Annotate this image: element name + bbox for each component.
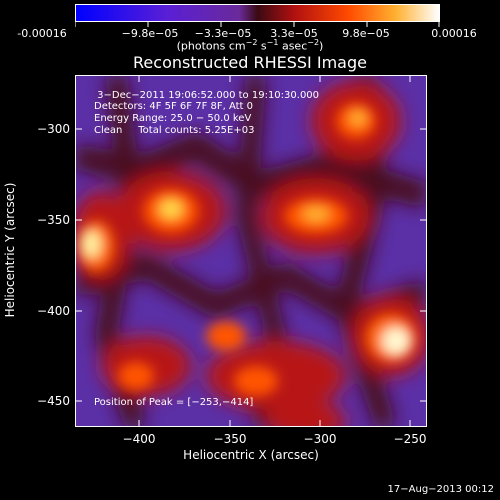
colorbar-label-2: −9.8e−05: [121, 27, 179, 40]
energy-range-text: Energy Range: 25.0 − 50.0 keV: [94, 113, 252, 124]
y-tick-label: −400: [37, 304, 70, 318]
rhessi-image-map: [76, 76, 426, 426]
y-tick-label: −300: [37, 122, 70, 136]
colorbar: [75, 4, 440, 22]
peak-position-text: Position of Peak = [−253,−414]: [94, 397, 254, 408]
x-axis-label: Heliocentric X (arcsec): [183, 448, 319, 462]
colorbar-units: (photons cm−2 s−1 asec−2): [176, 38, 324, 53]
x-tick-label: −350: [213, 432, 247, 446]
y-axis-label: Heliocentric Y (arcsec): [3, 182, 17, 318]
x-tick-label: −300: [303, 432, 337, 446]
x-tick-label: −250: [393, 432, 427, 446]
image-title: Reconstructed RHESSI Image: [133, 53, 367, 72]
colorbar-label-max: 0.00016: [431, 27, 477, 40]
y-tick-label: −350: [37, 213, 70, 227]
y-tick-label: −450: [37, 394, 70, 408]
colorbar-label-4: 3.3e−05: [270, 27, 318, 40]
colorbar-label-5: 9.8e−05: [342, 27, 390, 40]
image-plot: 3−Dec−2011 19:06:52.000 to 19:10:30.000 …: [75, 75, 427, 427]
colorbar-ticks: [75, 22, 440, 27]
clean-counts-text: Clean Total counts: 5.25E+03: [94, 125, 255, 136]
footer-timestamp: 17−Aug−2013 00:12: [387, 484, 494, 495]
time-range-text: 3−Dec−2011 19:06:52.000 to 19:10:30.000: [94, 90, 320, 101]
colorbar-label-3: −3.3e−05: [194, 27, 252, 40]
detectors-text: Detectors: 4F 5F 6F 7F 8F, Att 0: [94, 101, 254, 112]
colorbar-label-min: -0.00016: [17, 27, 67, 40]
x-tick-label: −400: [122, 432, 156, 446]
